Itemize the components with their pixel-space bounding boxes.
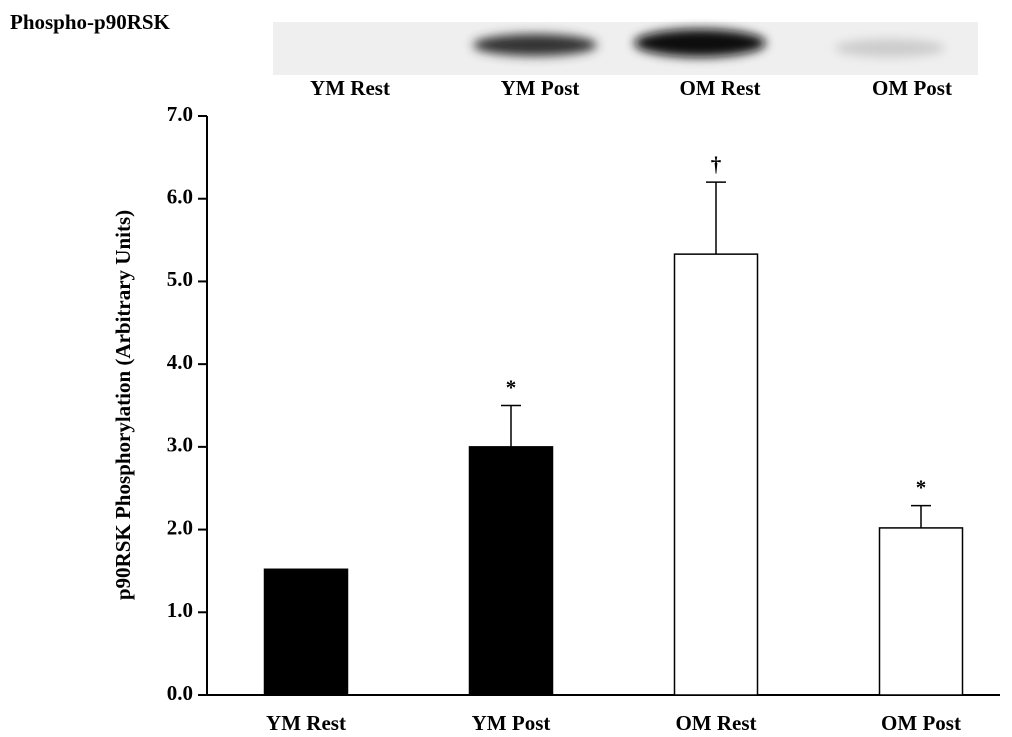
y-tick-label: 4.0 bbox=[167, 350, 193, 374]
x-tick-label: YM Post bbox=[472, 711, 551, 735]
bar bbox=[880, 528, 963, 695]
x-tick-label: YM Rest bbox=[266, 711, 346, 735]
y-axis-title: p90RSK Phosphorylation (Arbitrary Units) bbox=[111, 210, 135, 600]
error-bar bbox=[911, 506, 931, 528]
y-tick-label: 0.0 bbox=[167, 681, 193, 705]
blot-image bbox=[273, 22, 978, 75]
y-tick-label: 2.0 bbox=[167, 515, 193, 539]
error-bar bbox=[501, 406, 521, 447]
chart: Phospho-p90RSK p90RSK Phosphorylation (A… bbox=[0, 0, 1012, 737]
y-tick-label: 3.0 bbox=[167, 433, 193, 457]
blot-label: Phospho-p90RSK bbox=[10, 10, 171, 34]
bar bbox=[470, 447, 553, 695]
error-bar bbox=[706, 182, 726, 254]
blot-lane-label: OM Post bbox=[872, 76, 952, 100]
blot-lane-label: OM Rest bbox=[679, 76, 760, 100]
y-tick-label: 6.0 bbox=[167, 185, 193, 209]
x-tick-label: OM Post bbox=[881, 711, 961, 735]
significance-marker: * bbox=[916, 475, 927, 499]
bar bbox=[675, 254, 758, 695]
y-tick-label: 5.0 bbox=[167, 267, 193, 291]
y-tick-label: 1.0 bbox=[167, 598, 193, 622]
significance-marker: † bbox=[711, 152, 722, 176]
y-tick-label: 7.0 bbox=[167, 102, 193, 126]
significance-marker: * bbox=[506, 375, 517, 399]
blot-lane-label: YM Rest bbox=[310, 76, 390, 100]
bar bbox=[265, 569, 348, 695]
x-tick-label: OM Rest bbox=[675, 711, 756, 735]
blot-lane-label: YM Post bbox=[501, 76, 580, 100]
